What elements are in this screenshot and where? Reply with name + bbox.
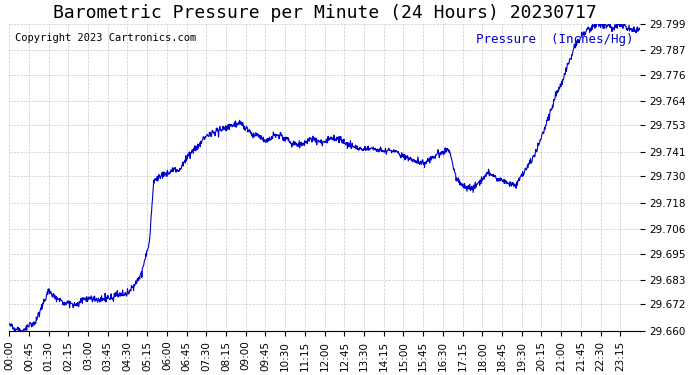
Pressure  (Inches/Hg) <box>561 72 569 77</box>
Pressure  (Inches/Hg) <box>505 184 513 189</box>
Pressure  (Inches/Hg) <box>146 235 154 240</box>
Line: Pressure  (Inches/Hg): Pressure (Inches/Hg) <box>9 24 640 331</box>
Text: Pressure  (Inches/Hg): Pressure (Inches/Hg) <box>476 33 633 46</box>
Pressure  (Inches/Hg) <box>216 128 224 133</box>
Pressure  (Inches/Hg) <box>591 21 600 26</box>
Title: Barometric Pressure per Minute (24 Hours) 20230717: Barometric Pressure per Minute (24 Hours… <box>52 4 596 22</box>
Text: Copyright 2023 Cartronics.com: Copyright 2023 Cartronics.com <box>15 33 197 43</box>
Pressure  (Inches/Hg) <box>10 329 19 333</box>
Pressure  (Inches/Hg) <box>130 284 139 288</box>
Pressure  (Inches/Hg) <box>5 322 13 326</box>
Pressure  (Inches/Hg) <box>423 159 431 164</box>
Pressure  (Inches/Hg) <box>635 26 644 30</box>
